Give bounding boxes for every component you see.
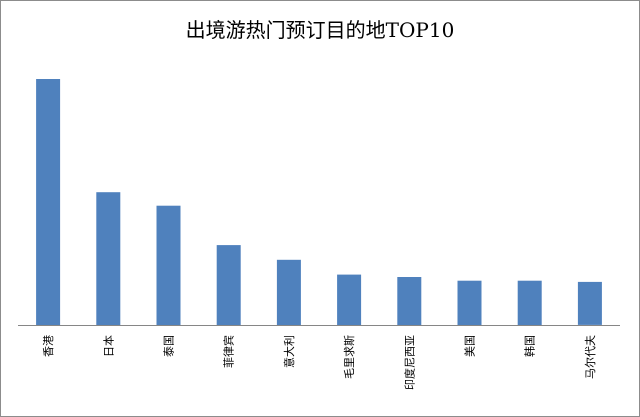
bar-5: [337, 274, 362, 325]
category-label-4: 意大利: [282, 335, 296, 368]
category-label-2: 泰国: [162, 335, 176, 357]
category-label-6: 印度尼西亚: [402, 335, 416, 390]
category-label-1: 日本: [101, 335, 115, 357]
chart-title: 出境游热门预订目的地TOP10: [185, 18, 455, 42]
category-label-0: 香港: [42, 335, 55, 357]
category-label-3: 菲律宾: [222, 335, 236, 368]
bars-group: [36, 79, 602, 326]
bar-3: [216, 245, 241, 326]
bar-6: [397, 277, 422, 325]
bar-0: [36, 79, 61, 325]
category-label-7: 美国: [464, 335, 477, 357]
category-label-8: 韩国: [523, 335, 537, 357]
category-labels-group: 香港 日本 泰国 菲律宾 意大利 毛里求斯 印度尼西亚 美国 韩国 马尔代夫: [42, 335, 597, 390]
bar-8: [517, 280, 542, 325]
bar-2: [156, 205, 181, 325]
bar-7: [457, 280, 482, 325]
bar-4: [276, 259, 301, 325]
bar-1: [96, 192, 121, 325]
category-label-9: 马尔代夫: [584, 335, 597, 379]
category-label-5: 毛里求斯: [343, 335, 356, 379]
bar-9: [577, 281, 602, 325]
